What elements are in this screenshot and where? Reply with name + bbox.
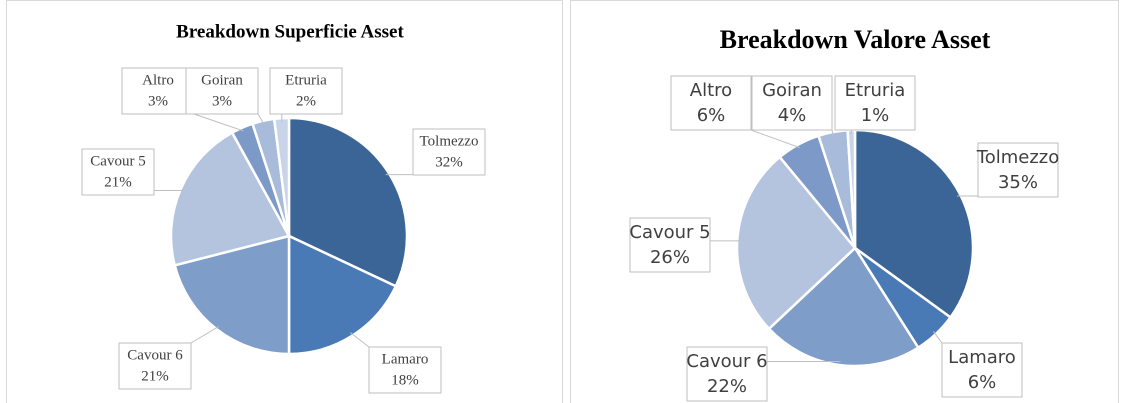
label-name: Cavour 6 — [686, 351, 767, 372]
label-value: 18% — [391, 372, 419, 388]
leader-line — [932, 331, 943, 344]
label-value: 22% — [707, 376, 747, 397]
leader-line — [750, 129, 801, 149]
label-value: 6% — [968, 372, 997, 393]
chart-title: Breakdown Superficie Asset — [176, 21, 404, 42]
label-name: Altro — [690, 80, 732, 101]
pie-chart: Breakdown Valore Asset Tolmezzo 35% Lamaro 6… — [629, 25, 1059, 402]
data-labels: Tolmezzo 35% Lamaro 6% Cavour 6 22% Cavour 5 26… — [629, 75, 1059, 402]
label-value: 35% — [998, 172, 1038, 193]
pie-slice — [287, 234, 398, 356]
label-box — [185, 67, 259, 115]
label-name: Etruria — [285, 72, 327, 88]
label-box — [118, 342, 192, 390]
pie-chart: Breakdown Superficie Asset Tolmezzo 32% Lam… — [81, 21, 486, 394]
label-value: 6% — [697, 105, 726, 126]
label-box — [977, 142, 1059, 198]
leader-line — [193, 113, 244, 132]
label-box — [81, 148, 155, 196]
label-name: Lamaro — [382, 351, 429, 367]
label-value: 26% — [650, 247, 690, 268]
label-box — [941, 342, 1023, 398]
pie-slice — [169, 130, 291, 267]
label-name: Altro — [142, 72, 174, 88]
label-name: Tolmezzo — [976, 147, 1059, 168]
label-name: Cavour 5 — [90, 153, 145, 169]
label-box — [686, 346, 768, 402]
leader-line — [190, 326, 220, 344]
label-name: Cavour 5 — [629, 222, 710, 243]
leader-line — [257, 113, 265, 125]
leader-line — [350, 332, 370, 348]
leader-line — [831, 129, 835, 136]
label-value: 2% — [296, 93, 316, 109]
label-value: 21% — [104, 174, 132, 190]
label-value: 3% — [212, 93, 232, 109]
label-box — [629, 217, 711, 273]
pie-slice — [287, 116, 409, 288]
label-box — [412, 128, 486, 176]
label-name: Etruria — [845, 80, 906, 101]
label-box — [269, 67, 343, 115]
label-value: 1% — [861, 105, 890, 126]
label-name: Goiran — [201, 72, 243, 88]
label-name: Cavour 6 — [127, 347, 183, 363]
pie-slice — [173, 234, 291, 356]
pie-slice — [767, 246, 920, 368]
label-value: 32% — [435, 154, 463, 170]
label-box — [834, 75, 916, 131]
label-box — [368, 346, 442, 394]
data-labels: Tolmezzo 32% Lamaro 18% Cavour 6 21% Cavour 5 2… — [81, 67, 486, 394]
label-box — [670, 75, 752, 131]
label-value: 3% — [148, 93, 168, 109]
label-box — [751, 75, 833, 131]
label-name: Tolmezzo — [420, 133, 479, 149]
label-name: Lamaro — [948, 347, 1016, 368]
pie-slice — [853, 128, 975, 320]
label-value: 4% — [778, 105, 807, 126]
label-value: 21% — [141, 368, 169, 384]
label-name: Goiran — [762, 80, 822, 101]
chart-title: Breakdown Valore Asset — [720, 25, 991, 54]
label-box — [121, 67, 195, 115]
